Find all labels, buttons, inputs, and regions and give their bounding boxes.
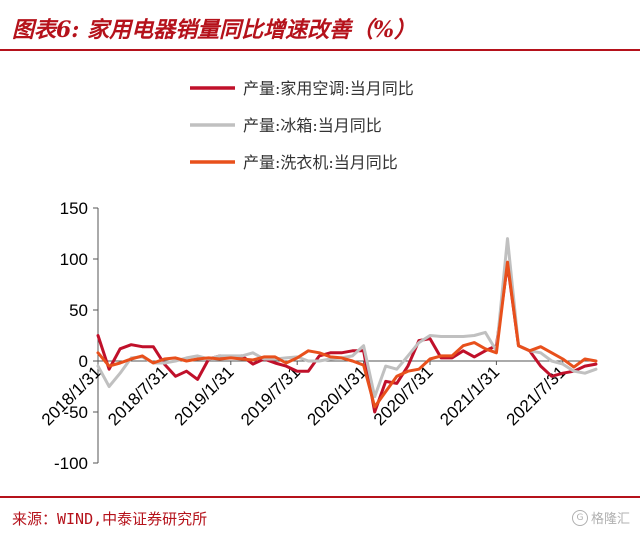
y-tick-label: 150 xyxy=(60,199,88,218)
watermark-logo-icon: G xyxy=(571,509,588,526)
x-tick-label: 2020/1/31 xyxy=(304,362,371,429)
y-tick-label: 100 xyxy=(60,250,88,269)
watermark: G 格隆汇 xyxy=(571,508,630,527)
series-line-3 xyxy=(96,260,598,409)
y-tick-label: 50 xyxy=(69,301,88,320)
footer-divider xyxy=(0,496,640,498)
y-tick-label: 0 xyxy=(79,352,88,371)
title-divider xyxy=(0,49,640,51)
x-tick-label: 2019/7/31 xyxy=(237,362,304,429)
legend-label-2: 产量:冰箱:当月同比 xyxy=(243,116,382,135)
watermark-text: 格隆汇 xyxy=(590,512,630,527)
x-tick-label: 2018/7/31 xyxy=(104,362,171,429)
legend-label-3: 产量:洗衣机:当月同比 xyxy=(243,153,398,172)
x-tick-label: 2021/7/31 xyxy=(503,362,570,429)
source-note: 来源：WIND,中泰证券研究所 xyxy=(12,510,208,528)
legend-label-1: 产量:家用空调:当月同比 xyxy=(243,79,414,98)
x-tick-label: 2021/1/31 xyxy=(436,362,503,429)
chart-series-group xyxy=(96,237,598,414)
page-title: 图表6: 家用电器销量同比增速改善（%） xyxy=(12,17,416,43)
y-tick-label: -50 xyxy=(63,403,88,422)
title-bar: 图表6: 家用电器销量同比增速改善（%） xyxy=(0,0,640,51)
y-tick-label: -100 xyxy=(54,454,88,473)
